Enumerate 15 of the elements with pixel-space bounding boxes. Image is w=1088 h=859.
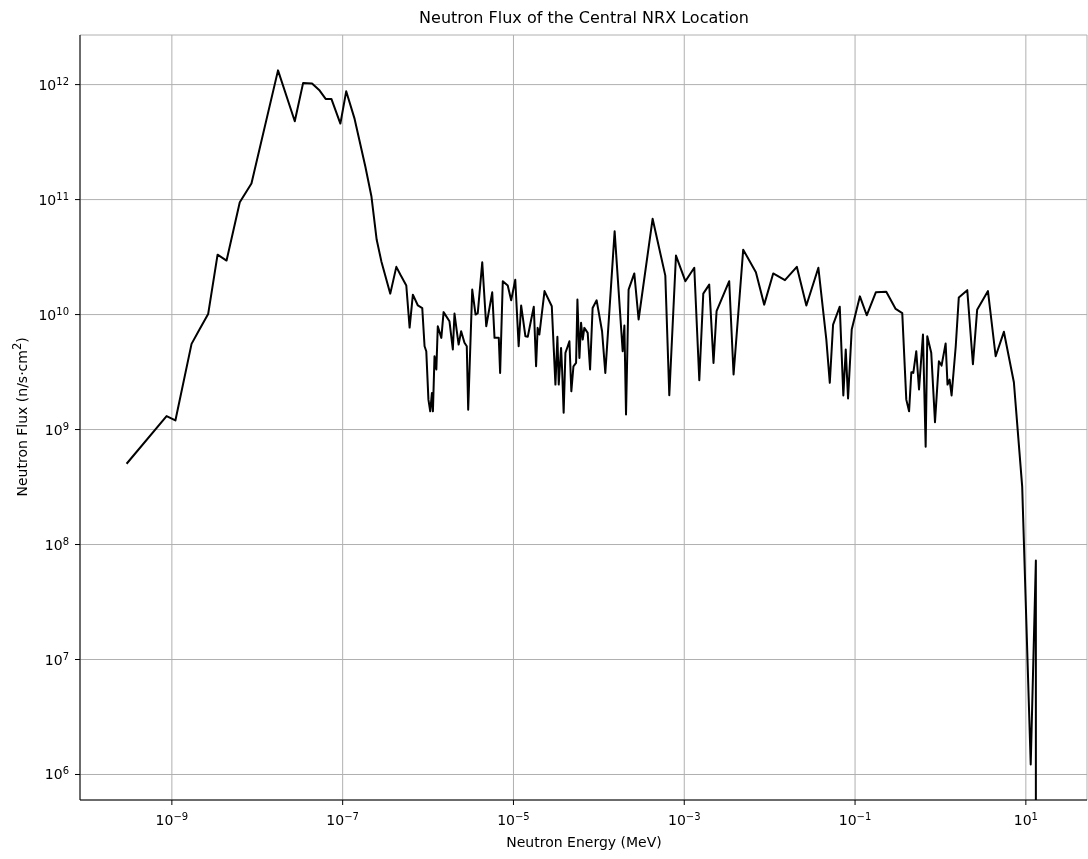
x-tick-label: 10$^{−3}$ (667, 810, 701, 828)
x-tick-label: 10$^{1}$ (1013, 810, 1038, 828)
x-tick-label: 10$^{−1}$ (838, 810, 872, 828)
y-tick-label: 10$^{6}$ (44, 764, 69, 783)
chart-title: Neutron Flux of the Central NRX Location (418, 8, 750, 27)
y-tick-label: 10$^{7}$ (44, 650, 69, 668)
y-tick-label: 10$^{11}$ (38, 190, 69, 208)
x-axis-title: Neutron Energy (MeV) (505, 834, 663, 850)
x-tick-label: 10$^{−5}$ (497, 810, 530, 828)
y-tick-label: 10$^{10}$ (38, 305, 69, 323)
y-tick-label: 10$^{12}$ (38, 75, 69, 93)
x-tick-label: 10$^{−9}$ (155, 810, 189, 828)
y-tick-label: 10$^{9}$ (44, 420, 69, 438)
x-tick-label: 10$^{−7}$ (326, 810, 359, 828)
y-tick-label: 10$^{8}$ (44, 535, 69, 553)
